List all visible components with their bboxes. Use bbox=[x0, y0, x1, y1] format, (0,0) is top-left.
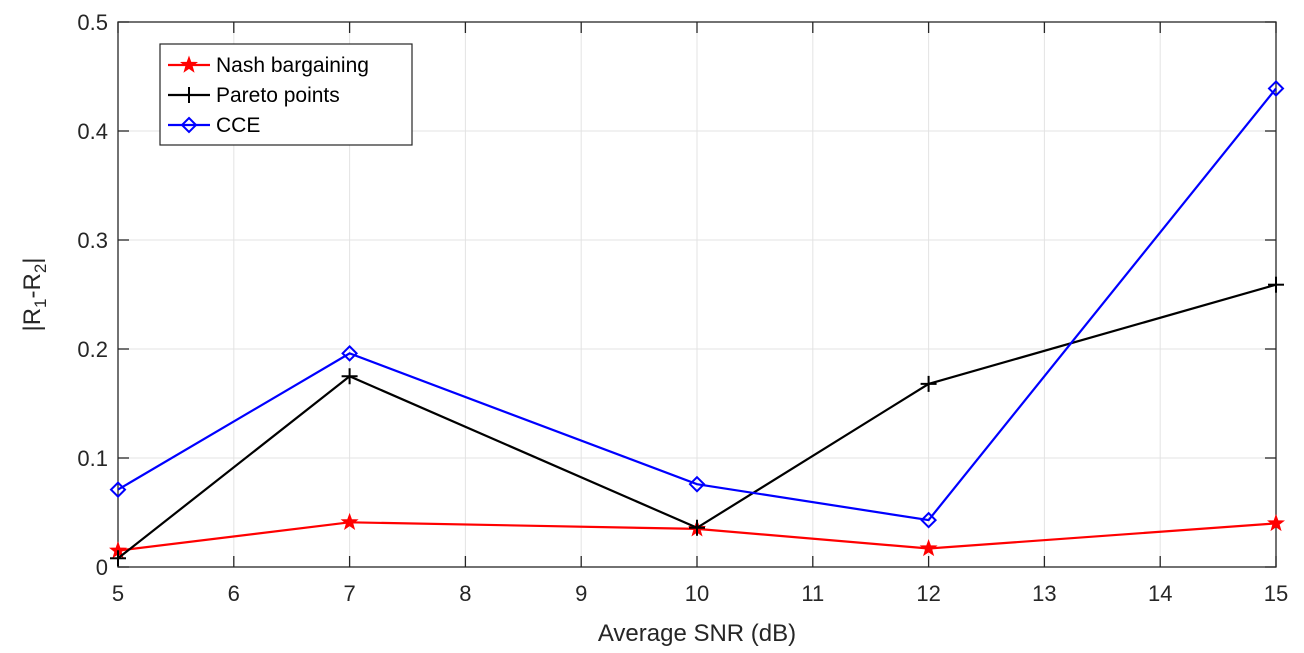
y-tick-label: 0.2 bbox=[77, 337, 108, 362]
x-tick-label: 14 bbox=[1148, 581, 1172, 606]
x-tick-label: 11 bbox=[801, 581, 824, 606]
legend-item-pareto-points: Pareto points bbox=[168, 84, 340, 107]
star-marker bbox=[340, 512, 359, 530]
series-group bbox=[109, 80, 1285, 567]
legend-item-cce: CCE bbox=[168, 114, 260, 137]
y-tick-label: 0.5 bbox=[77, 10, 108, 35]
y-axis-label-end: | bbox=[19, 257, 46, 263]
diamond-marker bbox=[688, 475, 706, 493]
x-axis-label: Average SNR (dB) bbox=[598, 620, 796, 647]
x-tick-label: 6 bbox=[228, 581, 240, 606]
x-tick-label: 10 bbox=[685, 581, 709, 606]
x-tick-label: 13 bbox=[1032, 581, 1056, 606]
x-tick-label: 5 bbox=[112, 581, 124, 606]
diamond-marker bbox=[920, 511, 938, 529]
series-pareto-points bbox=[110, 276, 1284, 567]
x-tick-label: 12 bbox=[916, 581, 940, 606]
star-marker bbox=[180, 55, 198, 73]
y-tick-label: 0.4 bbox=[77, 119, 108, 144]
y-axis-label: |R1-R2| bbox=[19, 257, 50, 331]
x-tick-label: 7 bbox=[343, 581, 355, 606]
legend-label: Nash bargaining bbox=[216, 54, 369, 77]
legend-item-nash-bargaining: Nash bargaining bbox=[168, 54, 369, 77]
plus-marker bbox=[341, 368, 358, 385]
diamond-marker bbox=[341, 344, 359, 362]
y-tick-label: 0.1 bbox=[77, 446, 108, 471]
series-line-cce bbox=[117, 87, 1277, 522]
series-cce bbox=[109, 80, 1285, 529]
y-axis-label-sub1: 1 bbox=[31, 298, 50, 307]
y-tick-label: 0 bbox=[96, 555, 108, 580]
legend-label: Pareto points bbox=[216, 84, 340, 107]
legend: Nash bargaining Pareto points CCE bbox=[159, 43, 413, 146]
diamond-marker bbox=[1267, 80, 1285, 97]
plus-marker bbox=[181, 87, 197, 103]
star-marker bbox=[1267, 513, 1285, 532]
y-axis-label-base: |R bbox=[19, 308, 46, 332]
x-tick-label: 8 bbox=[459, 581, 471, 606]
diamond-marker bbox=[180, 116, 198, 134]
axis-ticks: 5 6 7 8 9 10 11 12 13 14 15 0 0.1 0.2 0.3 0.4 0.5 bbox=[77, 10, 1288, 606]
legend-label: CCE bbox=[216, 114, 260, 137]
x-tick-label: 15 bbox=[1264, 581, 1288, 606]
y-axis-label-sub2: 2 bbox=[31, 264, 50, 273]
plus-marker bbox=[689, 519, 705, 536]
y-tick-label: 0.3 bbox=[77, 228, 108, 253]
plus-marker bbox=[1268, 276, 1284, 293]
y-axis-label-mid: -R bbox=[19, 273, 46, 298]
plus-marker bbox=[920, 375, 937, 392]
diamond-marker bbox=[109, 481, 127, 499]
star-marker bbox=[919, 539, 938, 557]
plus-marker bbox=[110, 550, 126, 567]
x-tick-label: 9 bbox=[575, 581, 587, 606]
